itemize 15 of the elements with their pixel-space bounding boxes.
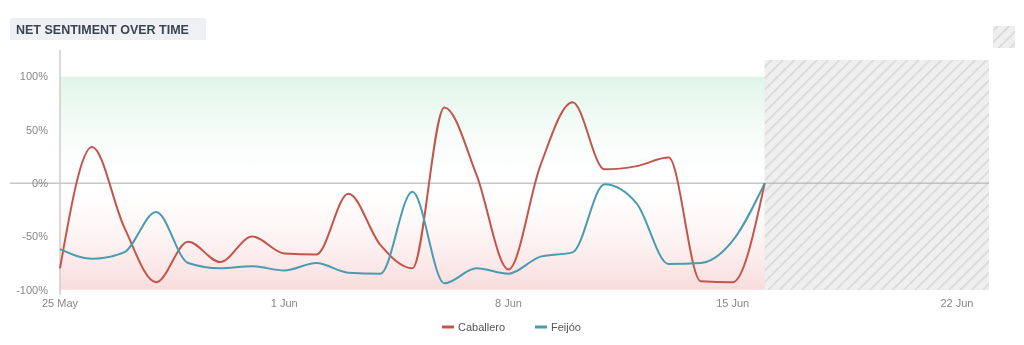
y-tick-label: 50%: [25, 123, 49, 136]
x-tick-label: 25 May: [41, 297, 79, 309]
y-tick-label: -100%: [16, 283, 49, 296]
x-tick-label: 15 Jun: [716, 297, 750, 309]
y-tick-label: 100%: [19, 70, 49, 83]
x-tick-label: 8 Jun: [495, 297, 522, 309]
legend-label: Feijóo: [551, 320, 581, 333]
y-tick-label: 0%: [32, 177, 49, 189]
y-tick-label: -50%: [22, 230, 49, 243]
x-tick-label: 22 Jun: [940, 297, 974, 309]
line-series: [59, 101, 766, 284]
legend-label: Caballero: [458, 320, 506, 333]
chart-title: NET SENTIMENT OVER TIME: [16, 23, 189, 37]
x-tick-label: 1 Jun: [270, 297, 298, 309]
line-series: [59, 182, 766, 285]
